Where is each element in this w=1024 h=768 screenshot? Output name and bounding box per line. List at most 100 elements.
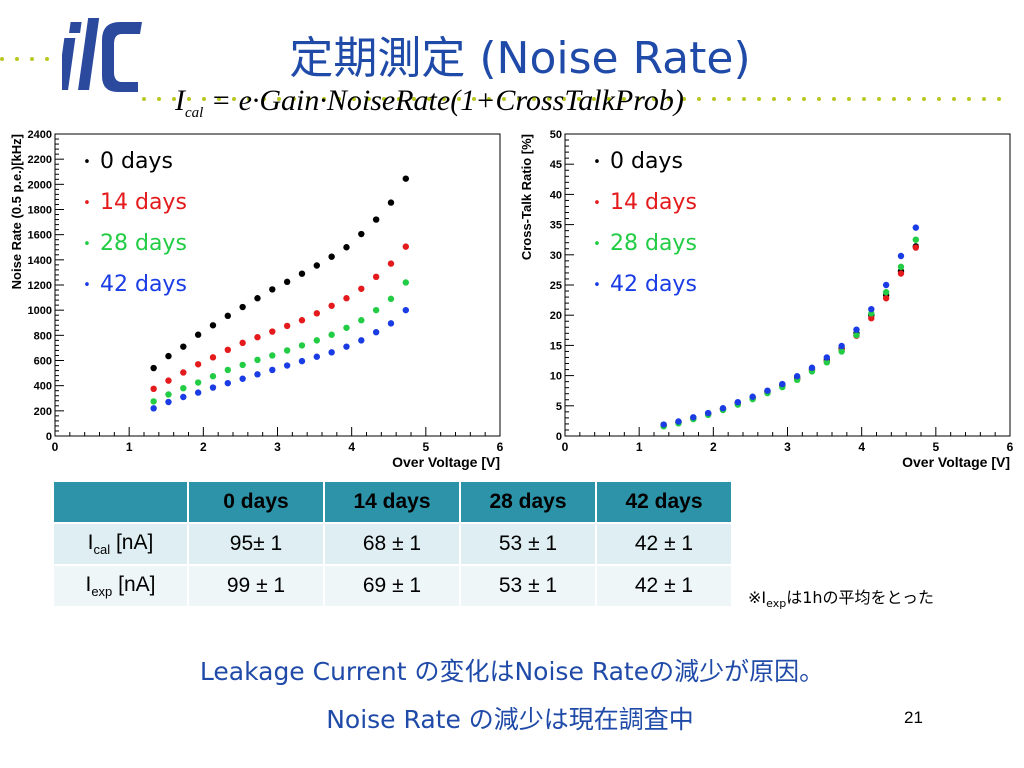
data-point [868,315,875,322]
x-tick-label: 5 [422,440,429,454]
data-point [328,253,335,260]
table-row-header: Iexp [nA] [52,564,189,608]
legend-entry: • 28 days [74,223,187,264]
data-point [313,337,321,344]
data-point [675,418,682,425]
table-header-cell: 0 days [187,480,325,524]
formula-rhs: = e·Gain·NoiseRate(1+CrossTalkProb) [203,84,684,117]
table-note: ※Iexpは1hの平均をとった [748,584,934,610]
y-tick-label: 25 [550,280,562,292]
row-label-sub: exp [91,584,113,600]
table-header-cell: 42 days [595,480,733,524]
data-point [690,414,697,421]
y-tick-label: 800 [34,330,52,342]
data-point [283,278,291,286]
data-point [269,366,276,374]
data-point [239,361,246,369]
x-tick-label: 0 [52,440,59,454]
data-point [343,343,350,350]
data-point [209,354,217,361]
data-point [194,361,202,368]
data-point [194,331,202,338]
y-tick-label: 600 [34,356,52,368]
data-point [180,343,187,350]
data-point [882,289,890,296]
table-cell: 42 ± 1 [595,522,733,566]
formula-lhs: I [175,84,185,117]
row-label-unit: [nA] [112,572,156,596]
y-tick-label: 2400 [28,129,52,141]
legend-label: 0 days [100,149,173,174]
data-point [853,326,860,333]
data-point [328,331,335,338]
data-point [150,385,157,393]
data-point [387,320,395,327]
y-tick-label: 1400 [28,255,52,267]
note-sub: exp [766,597,787,611]
data-point [209,322,217,329]
data-point [358,317,365,324]
note-suffix: は1hの平均をとった [786,588,935,607]
data-point [343,295,350,302]
data-point [853,331,860,339]
y-tick-label: 15 [550,340,562,352]
data-point [793,373,801,380]
x-tick-label: 2 [200,440,207,454]
y-tick-label: 2000 [28,179,52,191]
data-point [358,337,365,344]
data-point [313,353,321,360]
logo-stroke-l [78,18,100,90]
noise-rate-legend: • 0 days • 14 days • 28 days • 42 days [74,141,187,305]
y-tick-label: 200 [34,406,52,418]
page-number: 21 [904,708,923,727]
data-point [704,409,712,417]
y-tick-label: 0 [556,431,562,443]
crosstalk-legend: • 0 days • 14 days • 28 days • 42 days [584,141,697,305]
data-point [372,273,380,281]
conclusion-line-2: Noise Rate の減少は現在調査中 [326,705,694,734]
data-point [402,175,410,182]
y-axis-label: Cross-Talk Ratio [%] [519,134,534,260]
y-axis-label: Noise Rate (0.5 p.e.)[kHz] [9,134,24,289]
data-point [180,384,187,392]
row-label-sub: cal [93,542,111,558]
data-point [194,379,202,386]
data-point [283,362,291,369]
legend-marker: • [83,154,91,170]
legend-entry: • 42 days [584,264,697,305]
legend-marker: • [593,236,601,252]
data-point [387,260,395,267]
formula: Ical = e·Gain·NoiseRate(1+CrossTalkProb) [175,84,875,122]
data-point [764,387,771,394]
data-point [838,348,845,355]
y-tick-label: 1200 [28,280,52,292]
data-point [239,303,246,311]
logo-dot-i [69,22,82,33]
data-point [209,373,217,380]
data-point [269,286,276,293]
ilc-logo [62,18,142,92]
y-tick-label: 10 [550,371,562,383]
data-point [328,302,335,309]
data-point [372,328,380,336]
y-tick-label: 20 [550,310,562,322]
data-point [823,354,831,361]
x-tick-label: 1 [636,440,643,454]
data-point [313,262,321,269]
y-tick-label: 30 [550,250,562,262]
data-point [823,359,831,366]
data-point [912,224,920,231]
legend-entry: • 14 days [584,182,697,223]
table-row: Ical [nA] 95± 1 68 ± 1 53 ± 1 42 ± 1 [52,522,733,566]
data-point [254,295,261,302]
y-tick-label: 2200 [28,154,52,166]
data-point [779,380,786,388]
decorative-dots-right [142,86,1012,101]
legend-marker: • [83,277,91,293]
x-tick-label: 4 [348,440,355,454]
data-point [298,270,306,277]
y-tick-label: 40 [550,189,562,201]
data-point [660,421,667,428]
y-tick-label: 400 [34,381,52,393]
legend-label: 14 days [610,190,697,215]
